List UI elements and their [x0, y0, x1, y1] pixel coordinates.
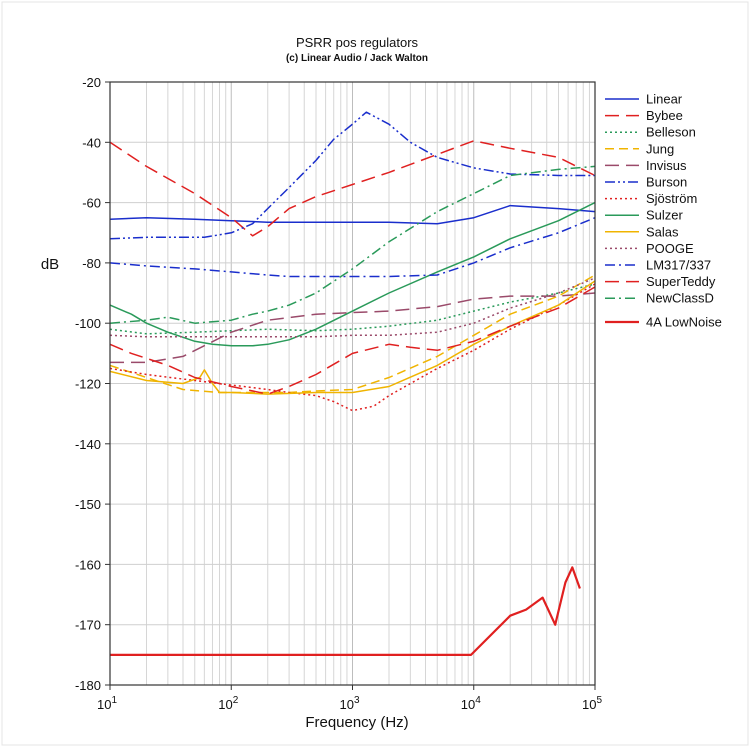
series-line-13: [110, 566, 581, 657]
legend-label-10: LM317/337: [646, 258, 711, 273]
series-line-11: [109, 286, 596, 395]
series-line-6: [109, 283, 596, 412]
chart-subtitle: (c) Linear Audio / Jack Walton: [286, 53, 428, 64]
y-axis-ticks: -20 -40 -60 -80 -100 -120 -140 -150 -160 -170 -180: [75, 75, 110, 693]
series-line-7: [109, 201, 596, 347]
legend-label-1: Bybee: [646, 108, 683, 123]
legend-label-2: Belleson: [646, 125, 696, 140]
legend-label-9: POOGE: [646, 241, 694, 256]
y-tick-label: -140: [75, 437, 101, 452]
series-line-0: [109, 204, 596, 225]
legend-label-4: Invisus: [646, 158, 687, 173]
y-tick-label: -100: [75, 316, 101, 331]
y-tick-label: -160: [75, 557, 101, 572]
legend-label-11: SuperTeddy: [646, 274, 716, 289]
legend-label-5: Burson: [646, 175, 687, 190]
series-line-3: [109, 274, 596, 394]
y-tick-label: -180: [75, 678, 101, 693]
y-axis-label: dB: [41, 256, 59, 273]
y-tick-label: -80: [82, 256, 101, 271]
legend-label-6: Sjöström: [646, 191, 697, 206]
series-line-1: [109, 140, 596, 237]
x-axis-label: Frequency (Hz): [305, 714, 408, 731]
series-line-8: [109, 280, 596, 395]
x-axis-ticks: 101 102 103 104 105: [97, 685, 602, 712]
grid-lines: [110, 82, 595, 685]
y-tick-label: -150: [75, 497, 101, 512]
series-line-4: [110, 292, 596, 364]
legend-label-3: Jung: [646, 141, 674, 156]
y-tick-label: -120: [75, 377, 101, 392]
legend-label-7: Sulzer: [646, 208, 684, 223]
legend-label-12: NewClassD: [646, 291, 714, 306]
series-line-2: [109, 283, 596, 335]
y-tick-label: -60: [82, 196, 101, 211]
series-line-10: [109, 217, 596, 278]
series-layer: [109, 111, 596, 657]
y-tick-label: -40: [82, 135, 101, 150]
y-tick-label: -170: [75, 618, 101, 633]
legend-label-0: Linear: [646, 92, 683, 107]
legend-label-8: Salas: [646, 224, 679, 239]
chart-title: PSRR pos regulators: [296, 35, 419, 50]
y-tick-label: -20: [82, 75, 101, 90]
series-line-5: [109, 111, 595, 240]
legend-label-13: 4A LowNoise: [646, 315, 722, 330]
